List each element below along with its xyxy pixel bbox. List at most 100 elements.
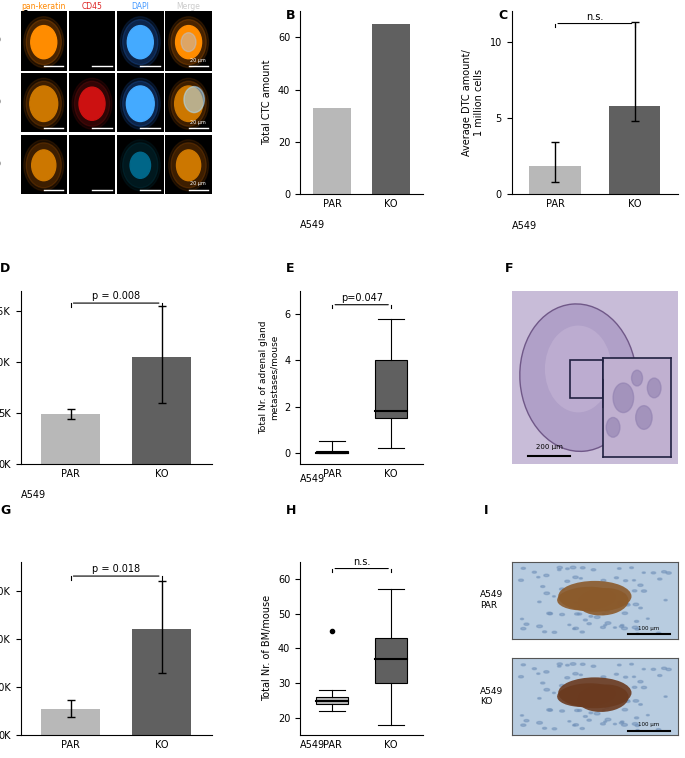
Circle shape [552, 631, 557, 634]
Circle shape [32, 150, 55, 180]
Text: 200 μm: 200 μm [536, 444, 562, 449]
Circle shape [169, 17, 208, 67]
Circle shape [574, 602, 577, 603]
Circle shape [614, 577, 619, 578]
Circle shape [613, 627, 616, 628]
Text: D: D [0, 262, 10, 274]
Circle shape [643, 669, 645, 670]
Circle shape [666, 669, 671, 671]
Circle shape [662, 571, 667, 573]
Circle shape [622, 612, 627, 615]
Circle shape [589, 615, 593, 617]
Circle shape [521, 724, 526, 726]
Text: A: A [21, 9, 30, 22]
Circle shape [602, 709, 605, 711]
Title: Merge: Merge [177, 2, 201, 11]
Text: 100 μm: 100 μm [638, 625, 660, 631]
Circle shape [575, 709, 580, 712]
Circle shape [524, 719, 529, 722]
Title: CD45: CD45 [82, 2, 103, 11]
Circle shape [647, 378, 661, 398]
Circle shape [121, 139, 160, 191]
Circle shape [623, 691, 625, 692]
Circle shape [171, 143, 206, 188]
Circle shape [597, 700, 599, 702]
Bar [132, 629, 191, 735]
Text: n.s.: n.s. [586, 11, 603, 22]
Circle shape [121, 17, 160, 67]
Circle shape [521, 715, 523, 716]
Circle shape [584, 608, 590, 610]
Text: E: E [286, 262, 295, 274]
Text: I: I [484, 504, 488, 517]
Circle shape [553, 596, 556, 597]
Text: A549: A549 [300, 741, 325, 750]
Bar [41, 415, 100, 465]
Circle shape [664, 600, 667, 601]
Circle shape [634, 717, 638, 719]
Text: A549
PAR: A549 PAR [480, 590, 503, 610]
Circle shape [633, 603, 638, 606]
Circle shape [543, 631, 547, 633]
Circle shape [630, 567, 634, 568]
Circle shape [175, 86, 203, 121]
Circle shape [587, 719, 591, 721]
Circle shape [123, 143, 158, 188]
Circle shape [630, 663, 634, 665]
Circle shape [601, 579, 606, 581]
Circle shape [573, 724, 579, 726]
Circle shape [623, 580, 627, 581]
Y-axis label: Total Nr. of adrenal gland
metastases/mouse: Total Nr. of adrenal gland metastases/mo… [259, 321, 279, 434]
Circle shape [625, 604, 630, 606]
Circle shape [636, 406, 652, 429]
Circle shape [632, 722, 638, 725]
Text: A549
KO: A549 KO [480, 687, 503, 706]
Circle shape [24, 139, 64, 191]
Circle shape [625, 700, 630, 703]
Circle shape [521, 664, 525, 666]
Circle shape [560, 710, 564, 712]
Circle shape [656, 728, 661, 731]
Circle shape [591, 568, 596, 571]
Circle shape [573, 576, 578, 578]
Title: pan-keratin: pan-keratin [21, 2, 66, 11]
Text: CTC
A549
KO: CTC A549 KO [0, 88, 2, 117]
Circle shape [606, 589, 609, 590]
Circle shape [560, 588, 564, 590]
Circle shape [560, 684, 564, 687]
Circle shape [570, 662, 576, 666]
Circle shape [605, 622, 611, 625]
Bar [530, 166, 581, 194]
Text: A549: A549 [300, 220, 325, 230]
Circle shape [577, 613, 582, 615]
Circle shape [591, 666, 596, 667]
Circle shape [601, 676, 606, 678]
Circle shape [580, 674, 582, 675]
Circle shape [619, 625, 623, 628]
Circle shape [633, 700, 638, 702]
Circle shape [618, 700, 623, 703]
Circle shape [548, 709, 553, 711]
Circle shape [623, 594, 625, 595]
Circle shape [547, 612, 552, 615]
Circle shape [565, 677, 570, 679]
Circle shape [30, 86, 58, 121]
Text: B: B [286, 9, 296, 22]
Circle shape [594, 713, 600, 715]
Text: C: C [498, 9, 507, 22]
Circle shape [169, 139, 208, 191]
Circle shape [605, 706, 610, 709]
Circle shape [605, 719, 611, 721]
Circle shape [632, 676, 636, 678]
Circle shape [121, 78, 160, 129]
Circle shape [130, 152, 151, 178]
Circle shape [647, 618, 649, 619]
Circle shape [641, 686, 647, 689]
Circle shape [625, 700, 629, 701]
Circle shape [625, 603, 629, 605]
Circle shape [601, 722, 606, 725]
Text: A549: A549 [512, 221, 537, 231]
Circle shape [614, 673, 619, 675]
FancyBboxPatch shape [375, 638, 407, 683]
Circle shape [636, 729, 639, 731]
